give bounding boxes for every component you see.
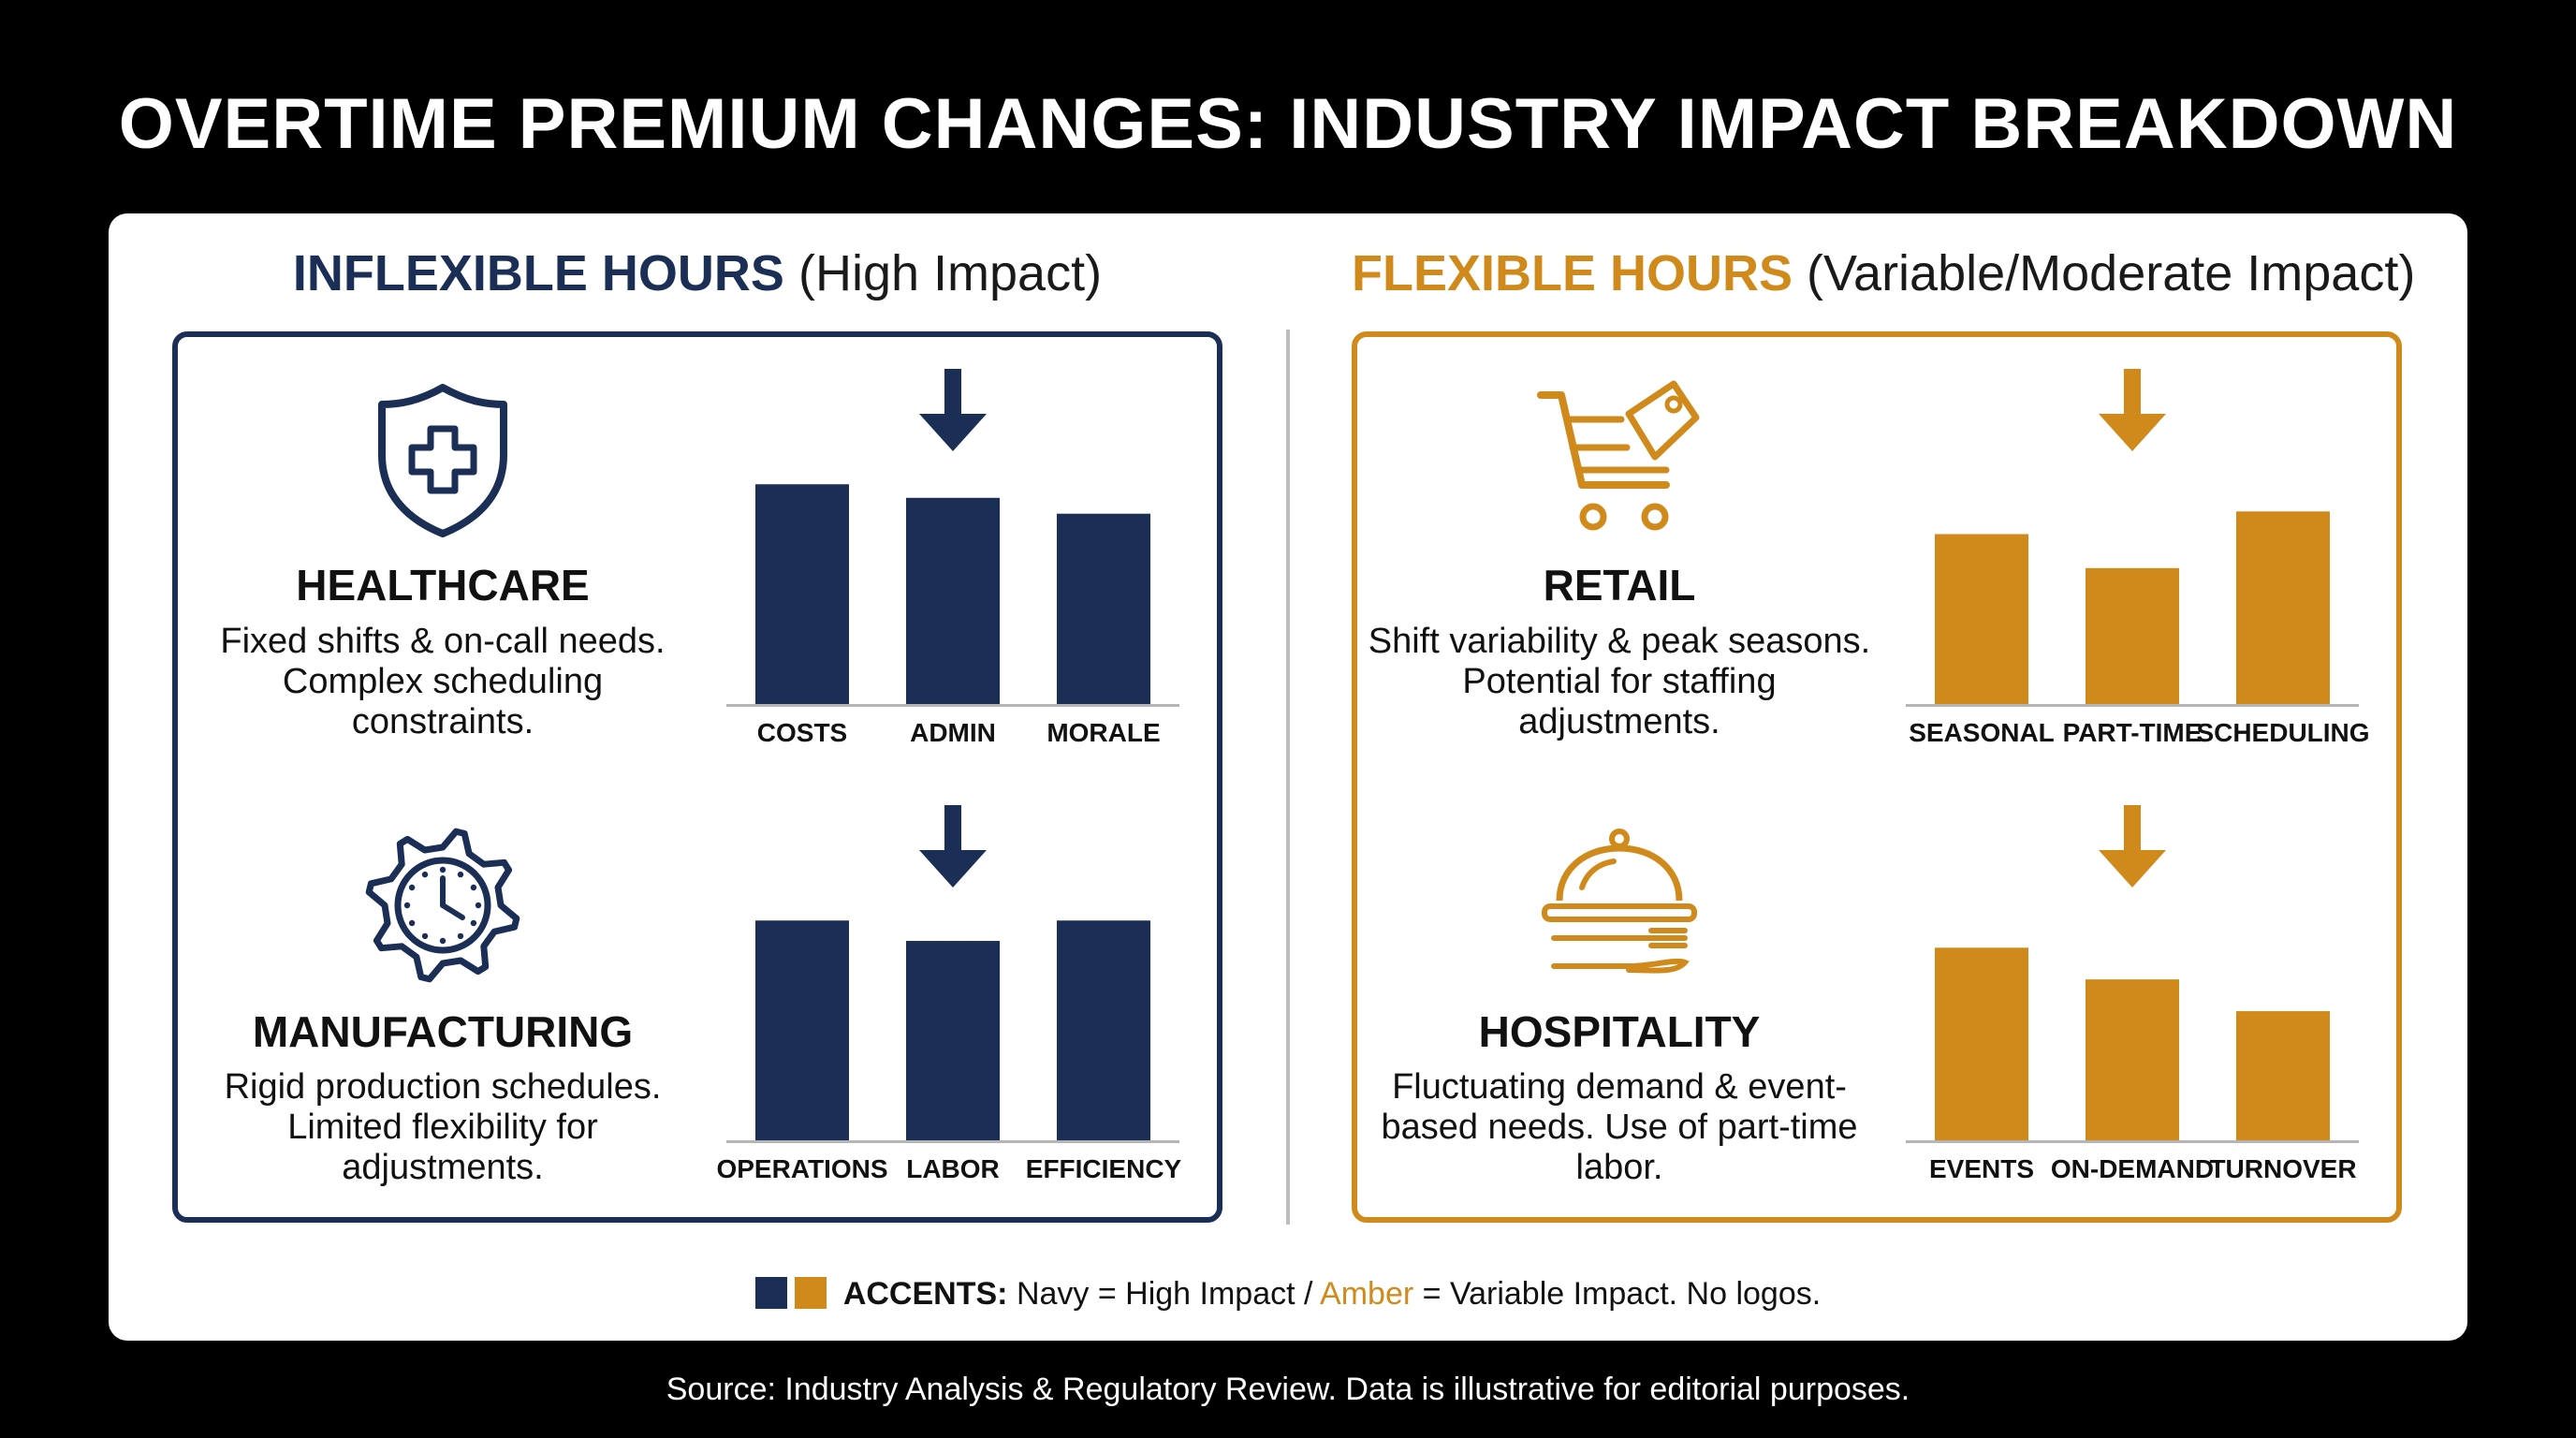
retail-title: RETAIL [1543, 561, 1696, 609]
category-label: OPERATIONS [716, 1154, 887, 1183]
trend-down-arrow-icon [919, 369, 987, 451]
healthcare-title: HEALTHCARE [296, 561, 590, 609]
category-label: LABOR [906, 1154, 1000, 1183]
category-label: ON-DEMAND [2051, 1154, 2214, 1183]
category-label: MORALE [1046, 718, 1160, 747]
healthcare-description: Fixed shifts & on-call needs. Complex sc… [220, 622, 666, 741]
category-label: ADMIN [910, 718, 996, 747]
trend-down-arrow-icon [2099, 369, 2166, 451]
bar-turnover [2236, 1011, 2330, 1140]
bar-costs [755, 484, 849, 704]
bar-admin [906, 497, 1000, 704]
amber-swatch [794, 1277, 827, 1309]
category-label: SCHEDULING [2196, 718, 2369, 747]
inflexible-heading-impact: (High Impact) [798, 245, 1103, 301]
color-legend: ACCENTS: Navy = High Impact / Amber = Va… [0, 1271, 2576, 1316]
flexible-heading-impact: (Variable/Moderate Impact) [1807, 245, 2416, 301]
bar-scheduling [2236, 511, 2330, 704]
cloche-cutlery-icon [1542, 829, 1697, 974]
retail-description: Shift variability & peak seasons. Potent… [1368, 622, 1871, 741]
bar-on-demand [2086, 979, 2179, 1140]
gear-clock-icon [365, 828, 520, 983]
category-label: SEASONAL [1909, 718, 2055, 747]
flexible-column-heading: FLEXIBLE HOURS (Variable/Moderate Impact… [1352, 236, 2415, 311]
trend-down-arrow-icon [919, 805, 987, 888]
bar-morale [1057, 513, 1150, 704]
bar-efficiency [1057, 920, 1150, 1140]
healthcare-impact-chart: COSTS ADMIN MORALE [726, 369, 1179, 747]
manufacturing-impact-chart: OPERATIONS LABOR EFFICIENCY [716, 805, 1182, 1183]
legend-navy-text: Navy = High Impact / [1016, 1276, 1313, 1312]
bar-operations [755, 920, 849, 1140]
manufacturing-title: MANUFACTURING [252, 1007, 634, 1056]
category-label: COSTS [757, 718, 847, 747]
inflexible-heading-label: INFLEXIBLE HOURS [292, 245, 784, 301]
page-title: OVERTIME PREMIUM CHANGES: INDUSTRY IMPAC… [118, 84, 2458, 164]
bar-events [1935, 947, 2028, 1140]
shield-medical-cross-icon [378, 384, 507, 537]
flexible-heading-label: FLEXIBLE HOURS [1352, 245, 1793, 301]
legend-amber-text: Amber [1320, 1276, 1414, 1312]
hospitality-description: Fluctuating demand & event-based needs. … [1381, 1067, 1858, 1187]
category-label: TURNOVER [2209, 1154, 2356, 1183]
category-label: EFFICIENCY [1026, 1154, 1182, 1183]
navy-swatch [754, 1277, 787, 1309]
legend-rest-text: = Variable Impact. No logos. [1422, 1276, 1822, 1312]
category-label: PART-TIME [2063, 718, 2203, 747]
shopping-cart-tag-icon [1537, 380, 1700, 531]
manufacturing-description: Rigid production schedules. Limited flex… [224, 1067, 662, 1187]
source-note: Source: Industry Analysis & Regulatory R… [666, 1372, 1910, 1407]
legend-label: ACCENTS: [842, 1276, 1008, 1312]
column-divider [1286, 330, 1290, 1225]
hospitality-title: HOSPITALITY [1478, 1007, 1761, 1056]
category-label: EVENTS [1929, 1154, 2034, 1183]
trend-down-arrow-icon [2099, 805, 2166, 888]
flexible-hours-panel [1352, 331, 2402, 1223]
bar-seasonal [1935, 534, 2028, 704]
bar-part-time [2086, 567, 2179, 704]
bar-labor [906, 941, 1000, 1140]
inflexible-hours-panel [172, 331, 1222, 1223]
inflexible-column-heading: INFLEXIBLE HOURS (High Impact) [172, 236, 1222, 311]
